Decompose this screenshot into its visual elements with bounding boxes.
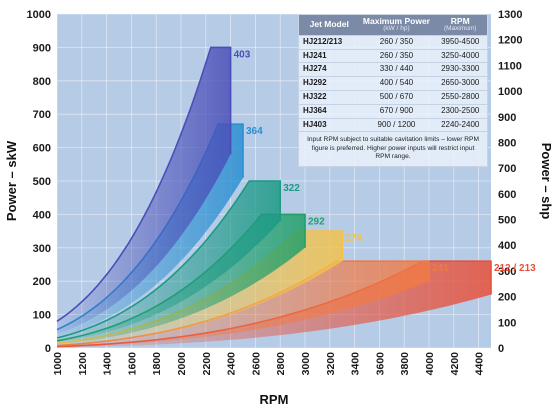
cell-power: 900 / 1200 — [359, 117, 434, 132]
x-tick-label: 2400 — [226, 352, 238, 376]
left-axis-ticks: 0 100 200 300 400 500 600 700 800 900 1000 — [27, 9, 51, 355]
right-tick-label: 300 — [498, 266, 516, 278]
left-tick-label: 800 — [33, 76, 51, 88]
band-outline — [56, 46, 232, 322]
left-tick-label: 200 — [33, 276, 51, 288]
x-tick-label: 3800 — [399, 352, 411, 376]
x-tick-label: 4200 — [449, 352, 461, 376]
right-tick-label: 1300 — [498, 9, 522, 21]
header-rpm: RPM (Maximum) — [433, 14, 488, 36]
left-tick-label: 900 — [33, 42, 51, 54]
x-tick-label: 2000 — [176, 352, 188, 376]
x-tick-label: 1200 — [77, 352, 89, 376]
cell-rpm: 2550-2800 — [433, 89, 488, 105]
cell-rpm: 2930-3300 — [433, 62, 488, 77]
right-tick-label: 200 — [498, 292, 516, 304]
left-tick-label: 500 — [33, 176, 51, 188]
cell-rpm: 2650-3000 — [433, 76, 488, 91]
cell-model: HJ212/213 — [298, 34, 360, 50]
right-tick-label: 400 — [498, 240, 516, 252]
table-row: HJ212/213 260 / 350 3950-4500 — [298, 34, 488, 50]
header-jet-model: Jet Model — [298, 14, 360, 36]
cell-model: HJ364 — [298, 103, 360, 119]
right-tick-label: 100 — [498, 317, 516, 329]
cell-power: 330 / 440 — [359, 62, 434, 77]
x-tick-label: 1000 — [52, 352, 64, 376]
left-tick-label: 300 — [33, 243, 51, 255]
cell-model: HJ403 — [298, 117, 360, 132]
band-322 — [57, 181, 281, 343]
left-tick-label: 100 — [33, 310, 51, 322]
left-tick-label: 600 — [33, 143, 51, 155]
cell-power: 500 / 670 — [359, 89, 434, 105]
x-tick-label: 2800 — [275, 352, 287, 376]
table-row: HJ364 670 / 900 2300-2500 — [298, 103, 488, 119]
right-tick-label: 0 — [498, 343, 504, 355]
right-axis-ticks: 0 100 200 300 400 500 600 700 800 900 1000 1100 1200… — [498, 9, 522, 355]
table-note: Input RPM subject to suitable cavitation… — [298, 131, 488, 167]
x-tick-label: 3600 — [374, 352, 386, 376]
series-label: 403 — [234, 49, 251, 60]
cell-rpm: 2240-2400 — [433, 117, 488, 132]
right-tick-label: 900 — [498, 112, 516, 124]
right-tick-label: 600 — [498, 189, 516, 201]
cell-power: 260 / 350 — [359, 34, 434, 50]
cell-model: HJ322 — [298, 89, 360, 105]
cell-rpm: 3950-4500 — [433, 34, 488, 50]
x-axis-ticks: 1000 1200 1400 1600 1800 2000 2200 2400 2600 2800… — [52, 352, 486, 376]
table-row: HJ322 500 / 670 2550-2800 — [298, 89, 488, 105]
header-max-power: Maximum Power (kW / hp) — [359, 14, 434, 36]
x-tick-label: 3400 — [350, 352, 362, 376]
x-tick-label: 4000 — [424, 352, 436, 376]
x-tick-label: 1600 — [126, 352, 138, 376]
table-row: HJ241 260 / 350 3250-4000 — [298, 48, 488, 63]
cell-rpm: 3250-4000 — [433, 48, 488, 63]
right-tick-label: 500 — [498, 215, 516, 227]
series-labels: 212 / 213 241 274 292 322 364 403 — [234, 49, 537, 274]
right-tick-label: 1100 — [498, 60, 522, 72]
band-241 — [57, 261, 429, 347]
x-tick-label: 4400 — [474, 352, 486, 376]
cell-power: 260 / 350 — [359, 48, 434, 63]
x-tick-label: 2200 — [201, 352, 213, 376]
cell-model: HJ274 — [298, 62, 360, 77]
x-axis-title: RPM — [260, 392, 289, 407]
left-tick-label: 1000 — [27, 9, 51, 21]
left-tick-label: 400 — [33, 209, 51, 221]
x-tick-label: 2600 — [250, 352, 262, 376]
table-note-row: Input RPM subject to suitable cavitation… — [298, 131, 488, 167]
series-label: 274 — [345, 233, 362, 244]
cell-model: HJ292 — [298, 76, 360, 91]
cell-power: 400 / 540 — [359, 76, 434, 91]
cell-power: 670 / 900 — [359, 103, 434, 119]
left-tick-label: 700 — [33, 109, 51, 121]
table-row: HJ292 400 / 540 2650-3000 — [298, 76, 488, 91]
x-tick-label: 1400 — [102, 352, 114, 376]
right-tick-label: 800 — [498, 137, 516, 149]
series-label: 364 — [246, 126, 263, 137]
series-label: 241 — [432, 263, 449, 274]
x-tick-label: 3000 — [300, 352, 312, 376]
right-tick-label: 700 — [498, 163, 516, 175]
series-label: 212 / 213 — [494, 263, 536, 274]
right-tick-label: 1200 — [498, 35, 522, 47]
x-tick-label: 3200 — [325, 352, 337, 376]
series-label: 292 — [308, 216, 325, 227]
table-row: HJ403 900 / 1200 2240-2400 — [298, 117, 488, 132]
cell-rpm: 2300-2500 — [433, 103, 488, 119]
y-axis-title-right: Power – shp — [539, 143, 553, 220]
series-label: 322 — [283, 183, 300, 194]
jet-spec-table: Jet Model Maximum Power (kW / hp) RPM (Max… — [298, 14, 488, 168]
x-tick-label: 1800 — [151, 352, 163, 376]
table-header-row: Jet Model Maximum Power (kW / hp) RPM (Max… — [298, 14, 488, 36]
band-outline — [56, 180, 281, 339]
y-axis-title-left: Power – skW — [4, 140, 19, 221]
table-row: HJ274 330 / 440 2930-3300 — [298, 62, 488, 77]
right-tick-label: 1000 — [498, 86, 522, 98]
left-tick-label: 0 — [45, 343, 51, 355]
cell-model: HJ241 — [298, 48, 360, 63]
power-bands — [56, 46, 492, 348]
